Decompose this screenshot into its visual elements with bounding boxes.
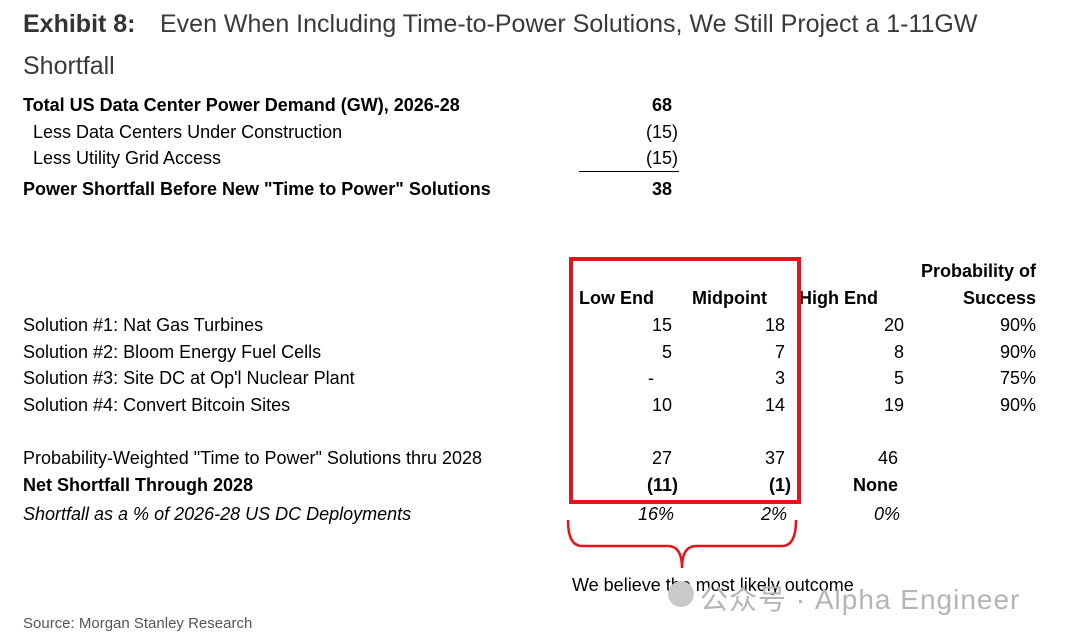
weighted-high: 46 [877,448,898,468]
table-row-high: 8 [893,342,904,362]
watermark-logo-icon [668,581,694,607]
weighted-mid: 37 [764,448,785,468]
less-construction-label: Less Data Centers Under Construction [33,122,343,142]
less-grid-value: (15) [645,148,678,168]
table-row-low: 5 [661,342,672,362]
net-shortfall-low: (11) [646,475,678,495]
exhibit-label: Exhibit 8: [23,10,136,38]
source-note: Source: Morgan Stanley Research [23,615,253,632]
table-row-label: Solution #3: Site DC at Op'l Nuclear Pla… [23,368,355,388]
table-row-prob: 90% [999,342,1036,362]
table-row-label: Solution #4: Convert Bitcoin Sites [23,395,291,415]
less-construction-value: (15) [645,122,678,142]
table-row-high: 20 [883,315,904,335]
table-row-low: 15 [651,315,672,335]
subtotal-underline [579,171,679,172]
table-row-mid: 3 [774,368,785,388]
header-success: Success [962,288,1036,308]
table-row-mid: 18 [764,315,785,335]
total-demand-value: 68 [651,95,672,115]
highlight-box [569,257,801,504]
table-row-label: Solution #1: Nat Gas Turbines [23,315,264,335]
shortfall-pct-label: Shortfall as a % of 2026-28 US DC Deploy… [23,504,412,524]
header-low-end: Low End [579,288,654,308]
shortfall-pct-mid: 2% [760,504,787,524]
shortfall-pct-low: 16% [637,504,674,524]
table-row-high: 19 [883,395,904,415]
total-demand-label: Total US Data Center Power Demand (GW), … [23,95,460,115]
exhibit-title-continued: Shortfall [23,52,115,80]
table-row-low: 10 [651,395,672,415]
table-row-label: Solution #2: Bloom Energy Fuel Cells [23,342,322,362]
table-row-low: - [648,368,654,388]
table-row-prob: 90% [999,395,1036,415]
shortfall-pct-high: 0% [873,504,900,524]
header-midpoint: Midpoint [692,288,767,308]
table-row-mid: 7 [774,342,785,362]
power-shortfall-value: 38 [651,179,672,199]
header-high-end: High End [799,288,878,308]
table-row-mid: 14 [764,395,785,415]
less-grid-label: Less Utility Grid Access [33,148,222,168]
power-shortfall-label: Power Shortfall Before New "Time to Powe… [23,179,491,199]
table-row-prob: 90% [999,315,1036,335]
exhibit-title: Even When Including Time-to-Power Soluti… [160,10,978,38]
most-likely-note: We believe the most likely outcome [572,575,854,595]
weighted-low: 27 [651,448,672,468]
net-shortfall-label: Net Shortfall Through 2028 [23,475,254,495]
table-row-prob: 75% [999,368,1036,388]
watermark: 公众号 · Alpha Engineer [700,584,1021,615]
brace-icon [566,519,798,569]
net-shortfall-high: None [853,475,898,495]
weighted-solutions-label: Probability-Weighted "Time to Power" Sol… [23,448,483,468]
header-probability: Probability of [920,261,1036,281]
net-shortfall-mid: (1) [769,475,791,495]
table-row-high: 5 [893,368,904,388]
